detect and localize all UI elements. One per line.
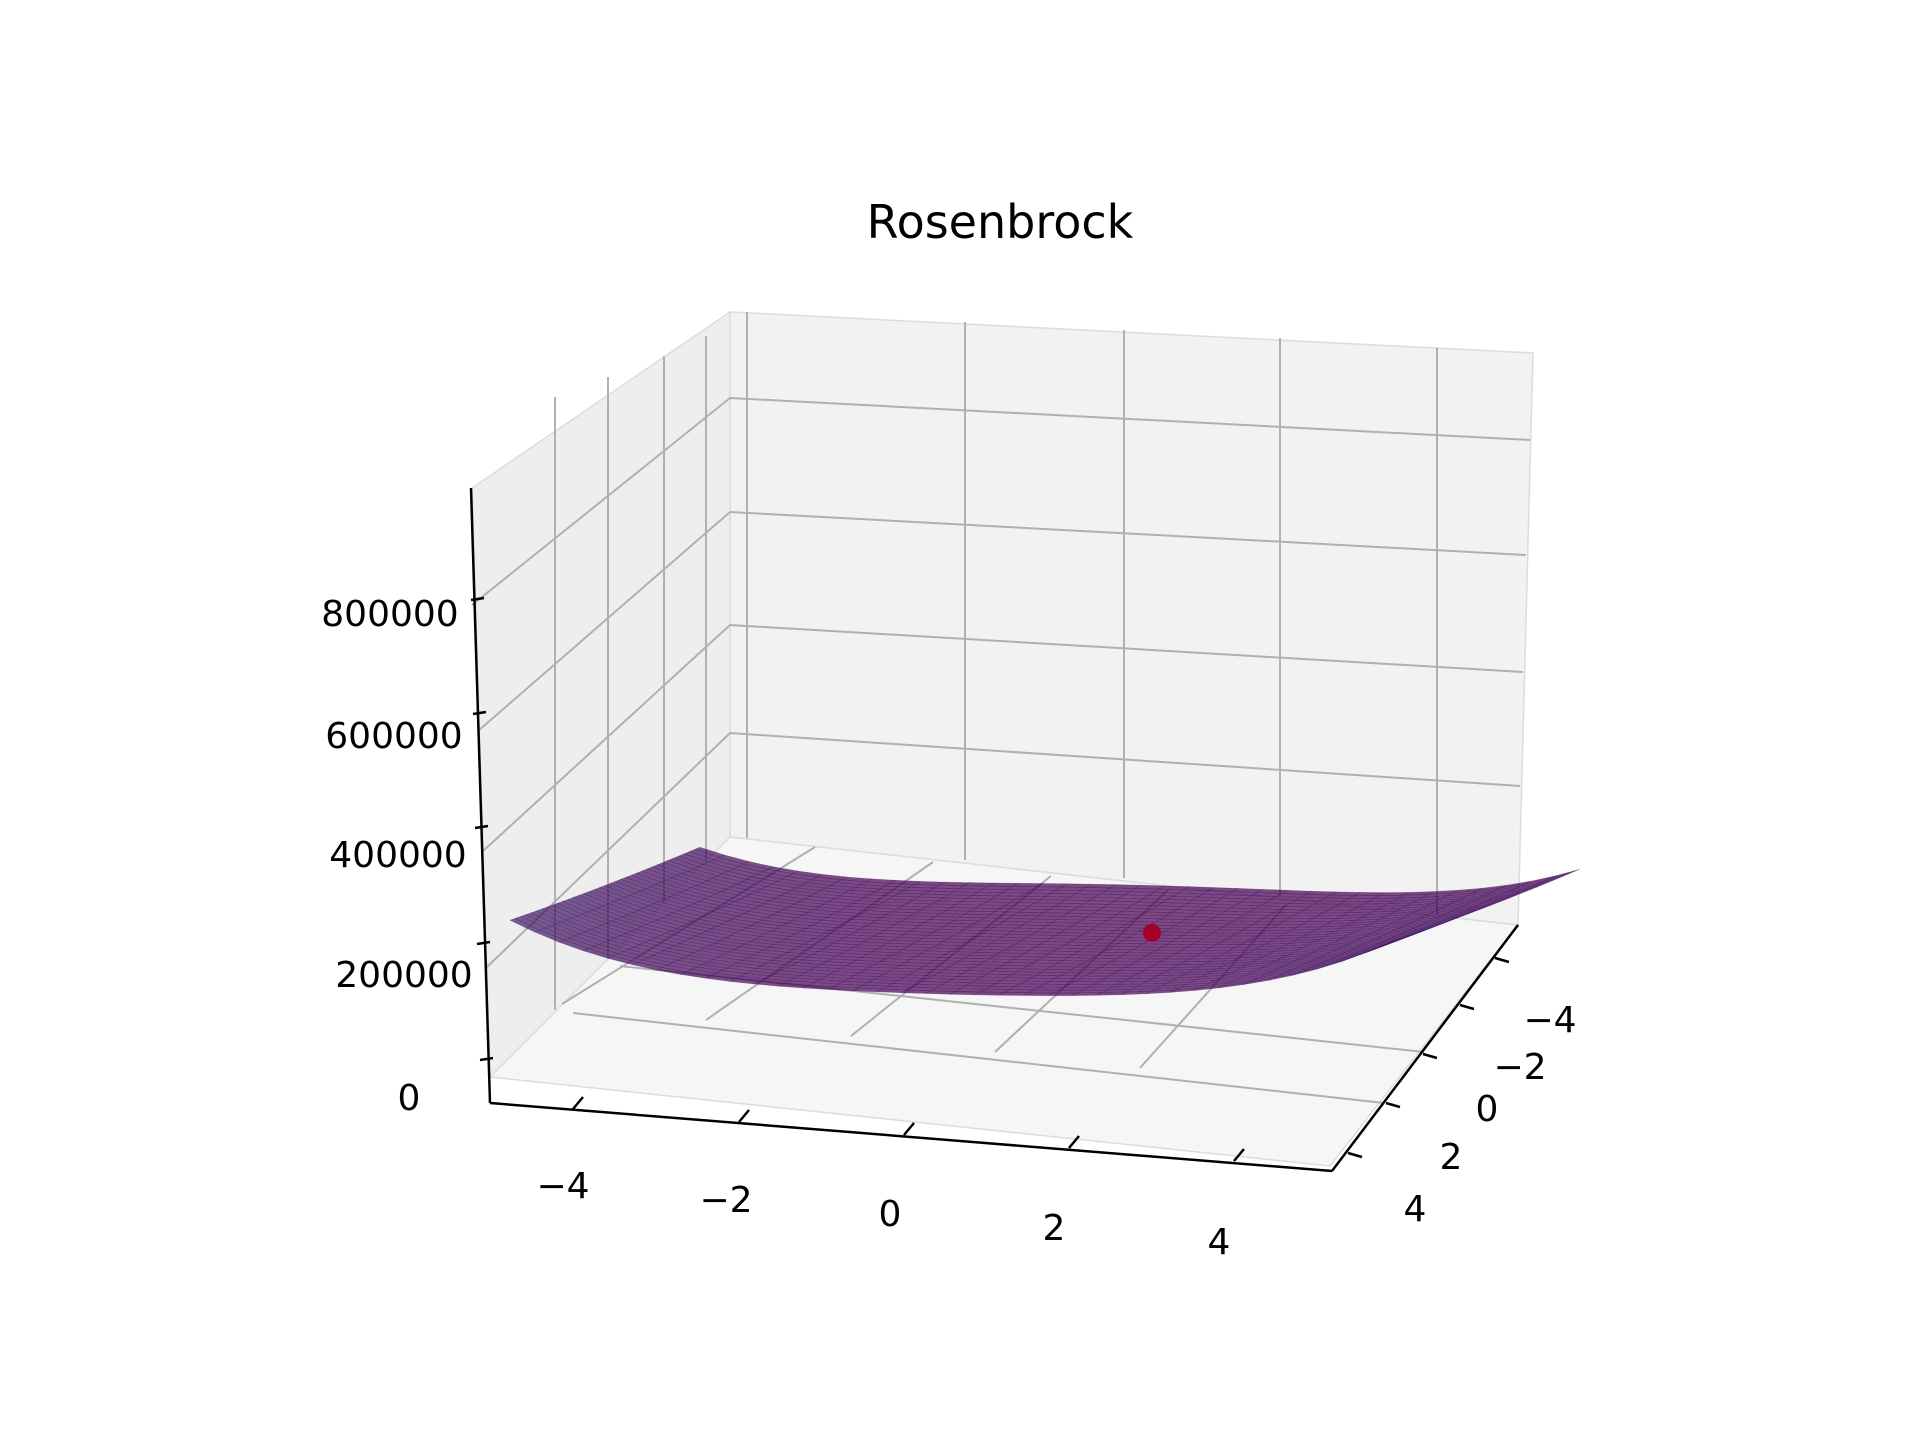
x-tick-label: −2 <box>699 1180 752 1221</box>
tick-mark <box>474 824 489 830</box>
minimum-point-marker <box>1143 923 1161 942</box>
y-tick-label: 4 <box>1404 1189 1427 1230</box>
surface-patch <box>1523 879 1554 890</box>
grid-line <box>471 397 731 606</box>
surface-patch <box>1375 936 1406 950</box>
surface-patch <box>1370 938 1401 952</box>
z-tick-label: 0 <box>398 1078 421 1119</box>
surface-patch <box>1365 940 1396 953</box>
z-axis-line <box>469 487 492 1104</box>
z-tick-label: 800000 <box>321 594 458 635</box>
surface-patch <box>1534 875 1565 886</box>
tick-mark <box>1385 1101 1401 1109</box>
grid-line <box>729 624 1524 673</box>
y-tick-label: 2 <box>1440 1137 1463 1178</box>
tick-mark <box>479 1056 494 1062</box>
surface-patch <box>1412 923 1443 936</box>
tick-mark <box>572 1096 584 1110</box>
surface-patch <box>1544 871 1575 881</box>
y-tick-label: −2 <box>1493 1047 1546 1088</box>
grid-line <box>729 397 1531 441</box>
tick-mark <box>1347 1151 1363 1159</box>
y-axis-line <box>1331 924 1519 1172</box>
grid-line <box>482 624 731 852</box>
tick-mark <box>1459 1003 1475 1011</box>
surface-patch <box>1460 905 1491 917</box>
surface-patch <box>1386 932 1417 946</box>
surface-patch <box>1539 873 1570 884</box>
tick-mark <box>1068 1135 1080 1149</box>
tick-marks <box>470 596 1510 1162</box>
tick-mark <box>476 940 491 946</box>
tick-mark <box>738 1109 750 1123</box>
grid-line <box>477 511 731 732</box>
tick-mark <box>903 1122 915 1136</box>
grid-line <box>572 1012 1385 1104</box>
tick-mark <box>1422 1052 1438 1060</box>
tick-mark <box>1233 1148 1245 1162</box>
x-tick-label: 4 <box>1208 1222 1231 1263</box>
tick-mark <box>472 710 487 716</box>
surface-patch <box>1465 903 1496 915</box>
surface-patch <box>1381 934 1412 948</box>
z-tick-label: 600000 <box>325 716 462 757</box>
x-tick-label: −4 <box>536 1166 589 1207</box>
y-tick-label: 0 <box>1476 1089 1499 1130</box>
z-tick-label: 400000 <box>329 835 466 876</box>
surface-patch <box>1507 886 1538 897</box>
chart-title: Rosenbrock <box>867 195 1134 249</box>
y-tick-label: −4 <box>1523 1000 1576 1041</box>
grid-line <box>729 511 1527 556</box>
grid-line <box>729 732 1521 787</box>
x-tick-label: 0 <box>879 1194 902 1235</box>
x-axis-line <box>489 1101 1333 1173</box>
z-tick-label: 200000 <box>335 955 472 996</box>
tick-mark <box>1494 956 1510 964</box>
tick-mark <box>470 596 485 602</box>
x-tick-label: 2 <box>1043 1208 1066 1249</box>
surface <box>509 846 1581 996</box>
